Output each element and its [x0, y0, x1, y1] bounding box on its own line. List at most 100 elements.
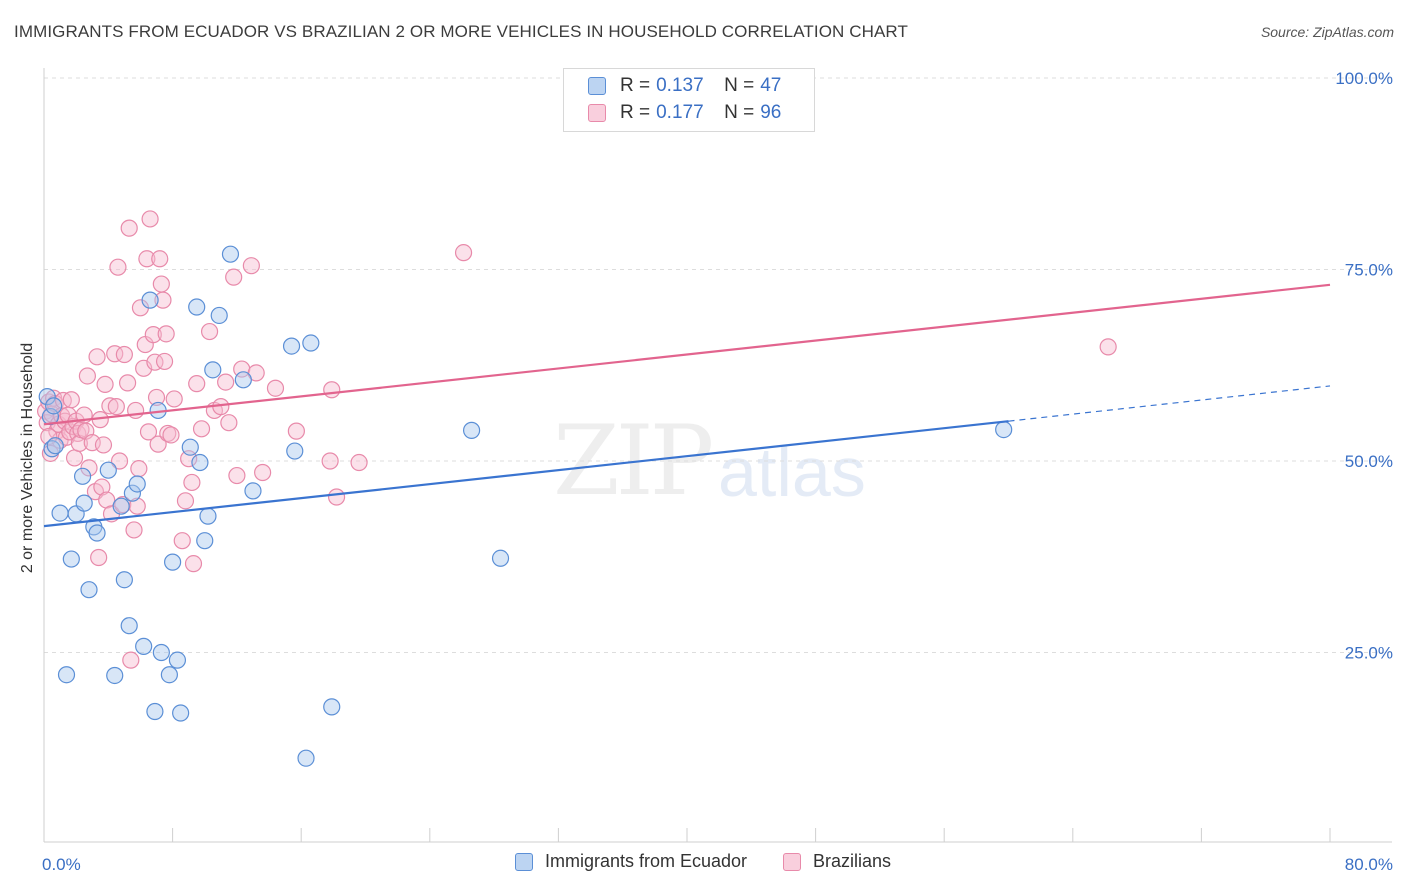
brazilians-point — [200, 322, 219, 341]
brazilians-point — [151, 250, 169, 268]
brazilians-trend-line — [43, 283, 1331, 426]
ecuador-point — [128, 475, 146, 493]
brazilians-point — [228, 466, 246, 485]
y-tick-label: 50.0% — [1345, 452, 1393, 471]
brazilians-point — [173, 532, 191, 550]
ecuador-point — [164, 553, 182, 571]
brazilians-point — [107, 398, 125, 416]
brazilians-point — [152, 275, 170, 293]
brazilians-point — [125, 521, 143, 539]
y-axis-label: 2 or more Vehicles in Household — [19, 342, 36, 574]
brazilians-point — [118, 374, 137, 392]
brazilians-point — [109, 258, 127, 276]
brazilians-point — [242, 257, 260, 275]
brazilians-point — [147, 388, 166, 407]
n-value: 47 — [760, 75, 782, 96]
ecuador-point — [75, 494, 93, 512]
ecuador-point — [106, 666, 124, 685]
ecuador-point — [282, 337, 301, 355]
r-label: R = — [620, 75, 651, 96]
brazilians-point — [65, 449, 84, 467]
brazilians-point — [176, 492, 195, 510]
brazilians-point — [127, 401, 145, 420]
brazilians-point — [155, 352, 174, 371]
legend-row-ecuador: R = 0.137 N = 47 — [588, 74, 781, 98]
ecuador-point — [302, 334, 320, 352]
y-tick-label: 75.0% — [1345, 261, 1393, 280]
x-tick-label: 80.0% — [1345, 855, 1393, 874]
ecuador-point — [221, 245, 240, 263]
ecuador-point — [462, 421, 481, 439]
brazilians-point — [327, 488, 346, 506]
ecuador-point — [146, 702, 164, 721]
ecuador-point — [234, 371, 252, 389]
ecuador-point — [204, 361, 222, 379]
series-ecuador-points — [38, 245, 1013, 767]
brazil-swatch — [588, 104, 606, 122]
brazilians-point — [154, 291, 172, 309]
ecuador-point — [99, 461, 117, 479]
ecuador-point — [210, 306, 228, 325]
watermark-atlas: atlas — [718, 433, 866, 511]
ecuador-point — [172, 704, 190, 722]
brazilians-point — [149, 435, 167, 453]
brazilians-point — [217, 373, 235, 391]
brazilians-point — [93, 478, 111, 496]
brazilians-point — [94, 436, 113, 454]
brazilians-point — [122, 651, 140, 669]
brazilians-point — [110, 452, 129, 470]
ecuador-trend-extension — [1008, 385, 1331, 422]
y-tick-label: 100.0% — [1335, 69, 1393, 88]
correlation-legend: R = 0.137 N = 47 R = 0.177 N = 96 — [563, 68, 815, 132]
brazilians-point — [254, 463, 272, 482]
ecuador-point — [115, 571, 133, 589]
ecuador-point — [120, 617, 138, 635]
ecuador-point — [43, 440, 61, 458]
n-value: 96 — [760, 102, 782, 123]
ecuador-point — [88, 524, 106, 542]
legend-row-brazilians: R = 0.177 N = 96 — [588, 101, 781, 125]
brazilians-point — [88, 348, 106, 366]
ecuador-trend-line — [43, 420, 1009, 528]
brazilians-point — [130, 460, 148, 478]
brazilians-point — [78, 367, 97, 385]
brazilians-point — [138, 250, 156, 268]
ecuador-point — [199, 507, 217, 525]
ecuador-point — [80, 581, 98, 599]
tick-labels: 25.0% 50.0% 75.0% 100.0% 0.0% 80.0% — [42, 69, 1393, 874]
brazilians-point — [62, 391, 80, 409]
brazilians-point — [220, 414, 238, 432]
ecuador-point — [297, 749, 315, 767]
brazilians-point — [323, 381, 341, 399]
brazilians-point — [287, 422, 305, 440]
chart-title: IMMIGRANTS FROM ECUADOR VS BRAZILIAN 2 O… — [14, 22, 908, 41]
brazilians-point — [225, 268, 243, 286]
series-brazilians-points — [37, 210, 1117, 669]
x-tick-label: 0.0% — [42, 855, 81, 874]
legend-item-ecuador[interactable]: Immigrants from Ecuador — [514, 851, 747, 872]
ecuador-point — [995, 420, 1013, 439]
ecuador-point — [152, 643, 170, 662]
ecuador-swatch — [588, 77, 606, 95]
axes — [43, 68, 1392, 843]
brazilians-point — [162, 426, 180, 444]
ecuador-point — [160, 666, 178, 684]
brazilians-point — [90, 548, 108, 567]
brazilians-point — [146, 353, 164, 371]
y-tick-label: 25.0% — [1345, 644, 1393, 663]
ecuador-point — [196, 532, 214, 550]
source-credit: Source: ZipAtlas.com — [1260, 24, 1394, 40]
legend-item-brazilians[interactable]: Brazilians — [783, 851, 891, 872]
brazilians-point — [141, 210, 159, 228]
ecuador-point — [73, 467, 92, 485]
ecuador-point — [135, 637, 153, 655]
brazilians-point — [101, 397, 119, 415]
ecuador-point — [62, 550, 80, 568]
ecuador-point — [168, 651, 187, 669]
ecuador-point — [323, 698, 341, 716]
brazilians-point — [184, 555, 203, 573]
brazilians-point — [1099, 338, 1117, 356]
r-value: 0.177 — [656, 102, 704, 123]
ecuador-point — [141, 291, 159, 309]
